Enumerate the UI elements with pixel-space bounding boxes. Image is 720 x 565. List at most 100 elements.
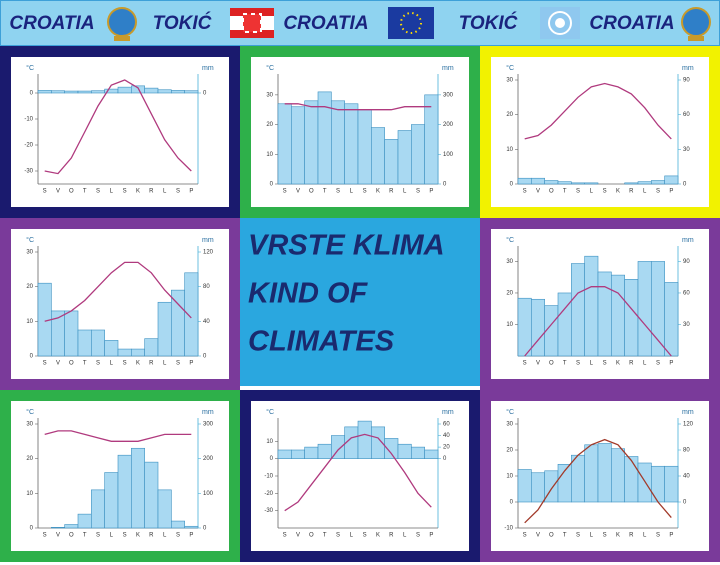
y-axis-label: °C	[506, 236, 514, 244]
temperature-line	[284, 433, 432, 512]
precipitation-bar	[611, 274, 625, 357]
y-tick-label: 20	[506, 291, 513, 297]
temperature-line	[524, 286, 672, 357]
x-tick-label: R	[149, 189, 154, 195]
x-tick-label: S	[603, 189, 607, 195]
precipitation-bar	[664, 465, 679, 503]
y2-tick-label: 0	[683, 182, 687, 188]
y2-tick-label: 300	[443, 92, 454, 98]
y-tick-label: 20	[266, 122, 273, 128]
y-tick-label: -10	[504, 526, 513, 532]
x-tick-label: L	[163, 533, 167, 539]
x-tick-label: S	[43, 533, 47, 539]
y-tick-label: 0	[30, 526, 34, 532]
precipitation-bar	[357, 109, 372, 185]
y-tick-label: 30	[26, 422, 33, 428]
precipitation-bar	[64, 524, 79, 529]
x-tick-label: P	[189, 533, 193, 539]
y2-tick-label: 200	[203, 456, 214, 462]
x-tick-label: S	[656, 361, 660, 367]
x-tick-label: S	[336, 189, 340, 195]
y2-tick-label: 60	[683, 112, 690, 118]
precipitation-bar	[277, 449, 292, 459]
y-tick-label: 30	[506, 422, 513, 428]
precipitation-bar	[637, 261, 652, 357]
x-tick-label: L	[590, 189, 594, 195]
y-axis-label: °C	[506, 64, 514, 72]
precipitation-bar	[91, 329, 105, 357]
precipitation-bar	[51, 527, 65, 529]
x-tick-label: O	[69, 361, 74, 367]
precipitation-bar	[171, 90, 185, 94]
precipitation-bar	[611, 448, 625, 503]
x-tick-label: L	[110, 361, 114, 367]
y2-axis-label: mm	[202, 65, 214, 72]
x-tick-label: S	[656, 533, 660, 539]
y-tick-label: 30	[26, 250, 33, 256]
x-tick-label: L	[590, 361, 594, 367]
x-tick-label: S	[363, 189, 367, 195]
precipitation-bar	[531, 177, 545, 185]
precipitation-bar	[131, 348, 145, 357]
precipitation-bar	[317, 443, 332, 459]
precipitation-bar	[517, 297, 532, 357]
x-tick-label: R	[389, 189, 394, 195]
x-tick-label: S	[416, 189, 420, 195]
precipitation-bar	[51, 90, 65, 94]
y-tick-label: 0	[30, 91, 34, 97]
precipitation-bar	[397, 443, 412, 459]
y-tick-label: 10	[26, 491, 33, 497]
title-line: CLIMATES	[248, 326, 395, 358]
precipitation-bar	[597, 271, 612, 357]
x-tick-label: S	[176, 533, 180, 539]
y2-tick-label: 100	[443, 152, 454, 158]
x-tick-label: R	[149, 361, 154, 367]
precipitation-bar	[637, 462, 652, 503]
y-tick-label: 10	[506, 474, 513, 480]
precipitation-bar	[104, 340, 119, 357]
globe-icon	[107, 7, 137, 41]
x-tick-label: L	[643, 189, 647, 195]
y-axis-label: °C	[26, 64, 34, 72]
header-label: TOKIĆ	[459, 12, 518, 34]
y2-tick-label: 30	[683, 147, 690, 153]
precipitation-bar	[144, 87, 159, 94]
panel	[491, 57, 709, 207]
x-tick-label: P	[669, 533, 673, 539]
precipitation-bar	[77, 90, 92, 94]
precipitation-bar	[291, 449, 305, 459]
x-tick-label: O	[549, 361, 554, 367]
precipitation-bar	[584, 444, 599, 503]
y-axis-label: °C	[26, 408, 34, 416]
x-tick-label: S	[336, 533, 340, 539]
precipitation-bar	[664, 282, 679, 357]
un-emblem	[540, 7, 580, 39]
x-tick-label: V	[536, 361, 540, 367]
precipitation-bar	[571, 263, 585, 357]
x-tick-label: S	[43, 361, 47, 367]
x-tick-label: K	[616, 361, 620, 367]
precipitation-bar	[517, 177, 532, 185]
x-tick-label: O	[549, 189, 554, 195]
y2-tick-label: 200	[443, 122, 454, 128]
precipitation-bar	[571, 182, 585, 185]
precipitation-bar	[357, 420, 372, 459]
x-tick-label: S	[123, 361, 127, 367]
precipitation-bar	[131, 447, 145, 529]
x-tick-label: P	[189, 361, 193, 367]
precipitation-bar	[117, 86, 132, 94]
x-tick-label: S	[43, 189, 47, 195]
x-tick-label: P	[429, 533, 433, 539]
x-tick-label: S	[576, 361, 580, 367]
x-tick-label: S	[576, 189, 580, 195]
precipitation-bar	[544, 180, 559, 185]
x-tick-label: S	[283, 189, 287, 195]
x-tick-label: S	[603, 361, 607, 367]
precipitation-bar	[104, 472, 119, 529]
y2-tick-label: 0	[203, 91, 207, 97]
precipitation-bar	[624, 182, 639, 185]
x-tick-label: L	[163, 361, 167, 367]
x-tick-label: V	[56, 361, 60, 367]
x-tick-label: K	[136, 533, 140, 539]
eu-flag	[388, 7, 434, 39]
